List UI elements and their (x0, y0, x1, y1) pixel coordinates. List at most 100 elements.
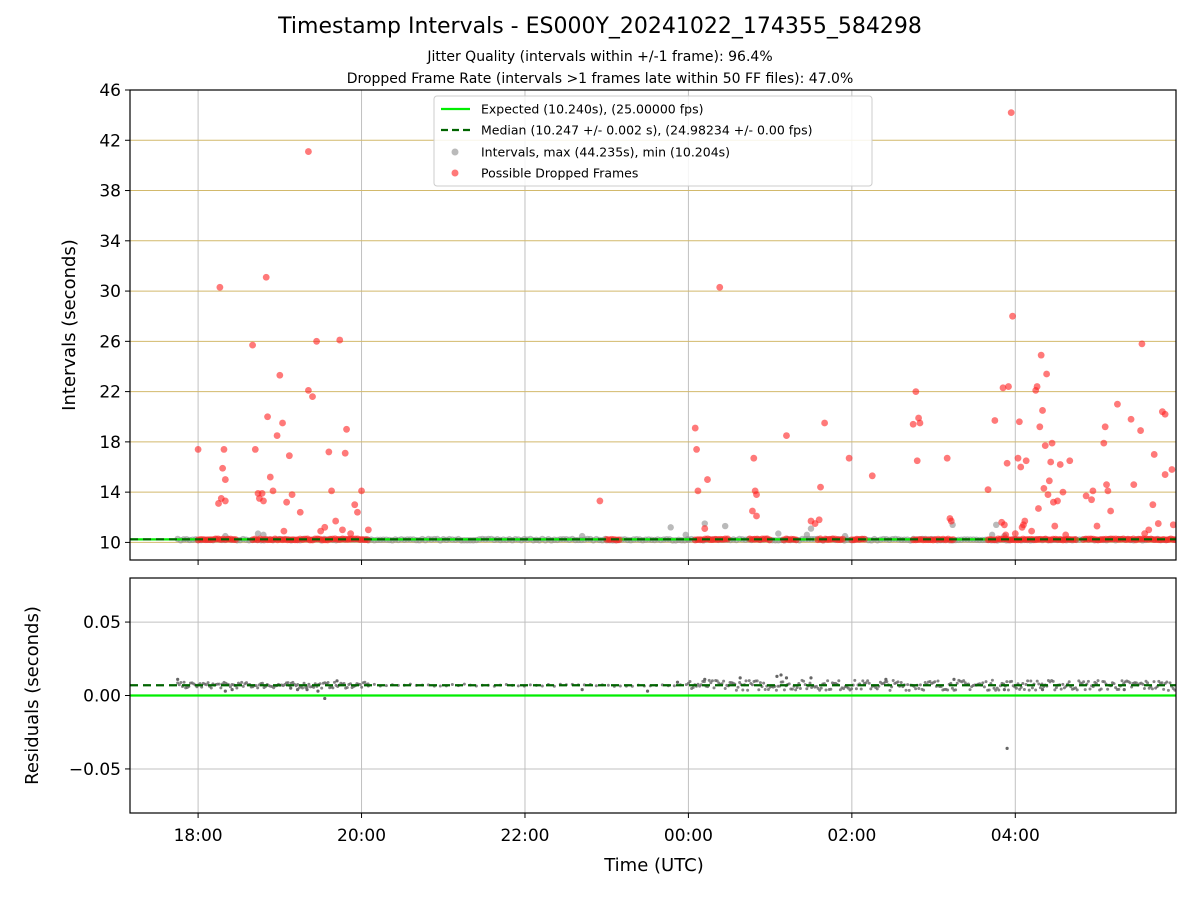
residual-point (850, 687, 854, 691)
residual-point (781, 680, 785, 684)
residual-point (462, 682, 466, 686)
residual-point (994, 688, 998, 692)
residual-point (618, 684, 622, 688)
interval-point (682, 531, 689, 539)
dropped-frame-point (1137, 427, 1144, 434)
dropped-frame-point (1101, 423, 1109, 431)
residual-point (1059, 687, 1063, 691)
residual-point (1160, 681, 1164, 685)
dropped-frame-point (285, 452, 293, 460)
dropped-frame-point (916, 419, 924, 427)
residual-point (826, 679, 830, 683)
residual-point (1165, 680, 1169, 684)
dropped-frame-point (753, 491, 760, 499)
residual-point (1082, 680, 1086, 684)
interval-point (578, 532, 586, 540)
dropped-frame-point (1059, 488, 1067, 496)
residual-point (1026, 679, 1030, 683)
residual-point (289, 686, 293, 690)
dropped-frame-point (1028, 527, 1036, 535)
y-tick-label: 42 (99, 131, 121, 151)
x-tick-label: 18:00 (174, 826, 223, 846)
y-tick-label: 0.00 (83, 687, 121, 707)
residual-point (758, 681, 762, 685)
dropped-frame-point (221, 476, 229, 483)
dropped-frame-point (264, 413, 271, 421)
residual-point (802, 679, 806, 683)
residual-point (968, 688, 972, 692)
residual-point (516, 684, 520, 688)
residual-point (829, 687, 833, 691)
dropped-frame-point (1088, 496, 1095, 504)
dropped-frame-rate-subtitle: Dropped Frame Rate (intervals >1 frames … (346, 71, 854, 87)
dropped-frame-point (984, 486, 992, 494)
dropped-frame-point (305, 148, 312, 155)
residual-point (1102, 680, 1106, 684)
residual-point (896, 680, 900, 684)
residual-point (1038, 686, 1042, 690)
jitter-quality-subtitle: Jitter Quality (intervals within +/-1 fr… (427, 49, 773, 65)
dropped-frame-point (279, 419, 286, 427)
residual-point (384, 684, 388, 688)
dropped-frame-point (219, 464, 227, 472)
residual-point (1141, 682, 1145, 686)
residual-point (1006, 688, 1010, 692)
residual-point (360, 685, 364, 689)
residual-point (746, 688, 750, 692)
residual-point (244, 681, 248, 685)
residual-point (228, 685, 232, 689)
residual-point (254, 684, 258, 688)
residual-point (867, 681, 871, 685)
residual-point (703, 677, 707, 681)
dropped-frame-point (691, 424, 699, 432)
dropped-frame-point (1114, 400, 1121, 408)
residual-point (923, 680, 927, 684)
dropped-frame-point (1022, 457, 1030, 465)
y-tick-label: 26 (99, 332, 121, 352)
residual-point (372, 682, 376, 686)
residual-point (326, 681, 330, 685)
residual-point (1162, 687, 1166, 691)
residuals-plot-area (130, 673, 1176, 750)
residual-point (907, 688, 911, 692)
dropped-frame-point (596, 497, 604, 505)
residual-point (723, 686, 727, 690)
dropped-frame-point (1169, 521, 1176, 529)
residual-point (312, 685, 316, 689)
dropped-frame-point (251, 446, 259, 453)
x-tick-label: 04:00 (991, 826, 1040, 846)
residual-point (1096, 679, 1100, 683)
residual-point (176, 677, 180, 681)
residual-point (741, 688, 745, 692)
dropped-frame-point (260, 497, 267, 505)
dropped-frame-point (1103, 481, 1110, 488)
residual-point (790, 687, 794, 691)
residual-point (675, 680, 680, 684)
residual-point (734, 688, 738, 692)
dropped-frame-point (273, 432, 281, 439)
residual-point (762, 681, 766, 685)
dropped-frame-point (332, 517, 340, 525)
residual-point (950, 686, 954, 690)
dropped-frame-point (280, 527, 288, 535)
residual-point (738, 681, 742, 685)
dropped-frame-point (328, 487, 335, 495)
dropped-frame-point (336, 336, 344, 344)
intervals-plot-area (130, 109, 1176, 544)
dropped-frame-point (1005, 383, 1012, 390)
residual-point (307, 682, 311, 686)
residual-point (1002, 688, 1006, 692)
residual-point (997, 688, 1001, 692)
residual-point (710, 679, 714, 683)
residual-point (1014, 686, 1018, 690)
dropped-frame-point (701, 525, 709, 532)
residual-point (1086, 679, 1090, 683)
dropped-frame-point (704, 476, 711, 483)
y-axis-label-intervals: Intervals (seconds) (59, 239, 80, 411)
residual-point (1022, 688, 1026, 692)
residual-point (818, 688, 822, 692)
dropped-frame-point (1104, 487, 1112, 495)
dropped-frame-point (753, 512, 760, 520)
dropped-frame-point (947, 517, 955, 525)
dropped-frame-point (1107, 507, 1115, 515)
